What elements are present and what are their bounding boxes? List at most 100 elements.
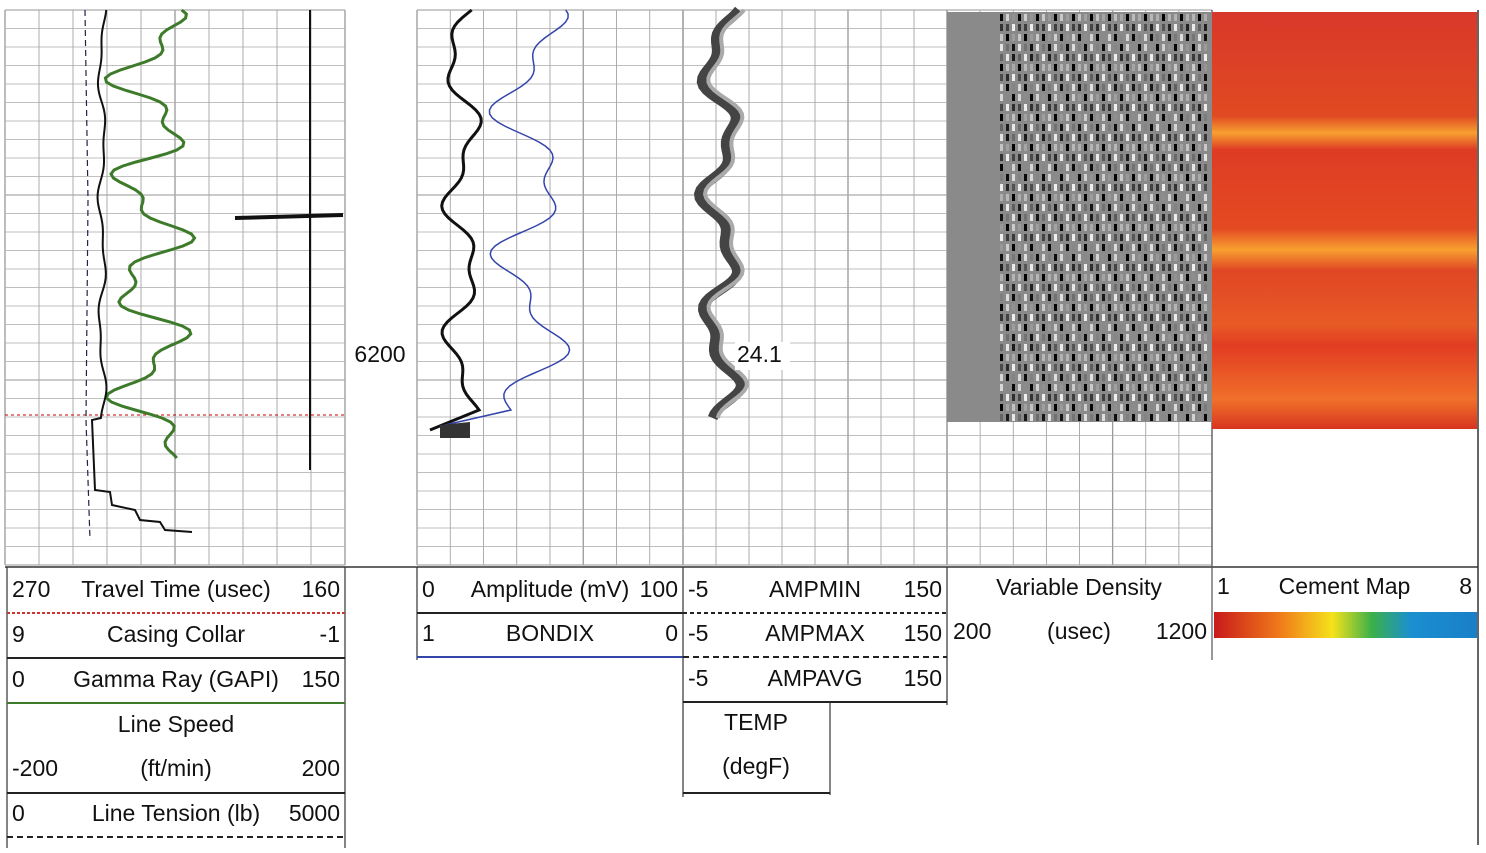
vdl-cell (1144, 264, 1147, 271)
vdl-cell (1090, 14, 1093, 21)
vdl-cell (1180, 304, 1183, 311)
vdl-cell (1126, 254, 1129, 261)
vdl-cell (1108, 344, 1111, 351)
vdl-cell (1132, 374, 1135, 381)
vdl-cell (1108, 94, 1111, 101)
vdl-cell (1078, 94, 1081, 101)
vdl-cell (1018, 234, 1021, 241)
vdl-cell (1096, 364, 1099, 371)
vdl-cell (1036, 194, 1039, 201)
vdl-cell (1072, 284, 1075, 291)
vdl-cell (1150, 334, 1153, 341)
vdl-cell (1156, 124, 1159, 131)
vdl-cell (1006, 124, 1009, 131)
vdl-cell (1090, 304, 1093, 311)
vdl-cell (1012, 164, 1015, 171)
vdl-cell (1042, 144, 1045, 151)
vdl-cell (1174, 374, 1177, 381)
vdl-cell (1030, 204, 1033, 211)
vdl-cell (1114, 324, 1117, 331)
vdl-cell (1012, 44, 1015, 51)
vdl-cell (1186, 414, 1189, 421)
vdl-cell (1150, 174, 1153, 181)
vdl-cell (1018, 154, 1021, 161)
vdl-cell (1156, 264, 1159, 271)
vdl-cell (1066, 224, 1069, 231)
vdl-cell (1060, 274, 1063, 281)
vdl-cell (1024, 344, 1027, 351)
vdl-cell (1102, 394, 1105, 401)
vdl-cell (1084, 404, 1087, 411)
vdl-cell (1162, 224, 1165, 231)
vdl-cell (1180, 44, 1183, 51)
vdl-cell (1090, 234, 1093, 241)
vdl-cell (1138, 194, 1141, 201)
vdl-cell (1180, 34, 1183, 41)
vdl-cell (1012, 114, 1015, 121)
depth-bg (347, 340, 415, 370)
vdl-cell (1024, 54, 1027, 61)
vdl-cell (1138, 24, 1141, 31)
vdl-cell (1120, 214, 1123, 221)
vdl-cell (1132, 294, 1135, 301)
vdl-cell (1102, 294, 1105, 301)
vdl-cell (1192, 74, 1195, 81)
vdl-cell (1168, 234, 1171, 241)
vdl-cell (1096, 144, 1099, 151)
vdl-cell (1198, 284, 1201, 291)
vdl-cell (1120, 174, 1123, 181)
vdl-cell (1018, 354, 1021, 361)
vdl-cell (1060, 144, 1063, 151)
vdl-cell (1150, 294, 1153, 301)
vdl-cell (1108, 24, 1111, 31)
vdl-cell (1030, 334, 1033, 341)
vdl-cell (1024, 114, 1027, 121)
vdl-cell (1204, 194, 1207, 201)
vdl-cell (1006, 204, 1009, 211)
vdl-cell (1114, 384, 1117, 391)
vdl-cell (1042, 194, 1045, 201)
vdl-cell (1024, 94, 1027, 101)
vdl-cell (1054, 324, 1057, 331)
vdl-cell (1054, 374, 1057, 381)
vdl-cell (1156, 314, 1159, 321)
vdl-cell (1012, 314, 1015, 321)
vdl-cell (1036, 334, 1039, 341)
vdl-cell (1180, 284, 1183, 291)
vdl-cell (1000, 194, 1003, 201)
vdl-cell (1042, 104, 1045, 111)
vdl-cell (1054, 224, 1057, 231)
vdl-cell (1096, 234, 1099, 241)
vdl-cell (1078, 184, 1081, 191)
vdl-cell (1156, 164, 1159, 171)
vdl-cell (1150, 54, 1153, 61)
scale-right: 150 (904, 620, 942, 646)
vdl-cell (1144, 334, 1147, 341)
vdl-cell (1018, 144, 1021, 151)
vdl-cell (1156, 394, 1159, 401)
vdl-cell (1024, 284, 1027, 291)
vdl-cell (1012, 394, 1015, 401)
vdl-cell (1204, 134, 1207, 141)
vdl-cell (1204, 274, 1207, 281)
vdl-cell (1150, 414, 1153, 421)
vdl-cell (1006, 154, 1009, 161)
vdl-cell (1108, 214, 1111, 221)
vdl-cell (1054, 84, 1057, 91)
vdl-cell (1168, 334, 1171, 341)
vdl-cell (1072, 324, 1075, 331)
vdl-cell (1180, 94, 1183, 101)
vdl-cell (1120, 34, 1123, 41)
vdl-cell (1054, 364, 1057, 371)
vdl-cell (1168, 154, 1171, 161)
vdl-cell (1024, 74, 1027, 81)
vdl-cell (1102, 254, 1105, 261)
vdl-cell (1162, 34, 1165, 41)
vdl-cell (1186, 64, 1189, 71)
vdl-cell (1138, 264, 1141, 271)
vdl-cell (1042, 84, 1045, 91)
vdl-cell (1180, 184, 1183, 191)
vdl-cell (1060, 314, 1063, 321)
vdl-cell (1060, 304, 1063, 311)
vdl-cell (1078, 174, 1081, 181)
